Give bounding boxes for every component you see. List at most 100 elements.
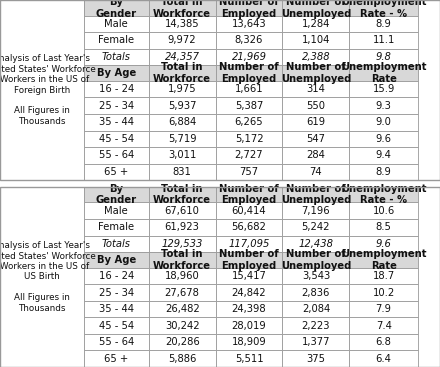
Text: 24,357: 24,357 [165, 52, 200, 62]
Text: 10.6: 10.6 [373, 206, 395, 216]
Bar [149, 164, 216, 180]
Bar [84, 350, 149, 367]
Text: 14,385: 14,385 [165, 19, 199, 29]
Text: By
Gender: By Gender [95, 0, 137, 19]
Text: 5,511: 5,511 [235, 354, 264, 364]
Text: 28,019: 28,019 [232, 321, 266, 331]
Text: 1,104: 1,104 [302, 36, 330, 46]
Bar [84, 252, 149, 268]
Bar [216, 16, 282, 32]
Text: 56,682: 56,682 [231, 222, 267, 232]
Bar [84, 147, 149, 164]
Text: By
Gender: By Gender [95, 184, 137, 206]
Text: Female: Female [98, 36, 134, 46]
Text: 5,172: 5,172 [235, 134, 264, 144]
Bar [282, 219, 349, 236]
Bar [349, 81, 418, 98]
Bar [0, 187, 440, 367]
Bar [84, 317, 149, 334]
Text: 13,643: 13,643 [232, 19, 266, 29]
Bar [349, 301, 418, 317]
Bar [282, 114, 349, 131]
Bar [282, 16, 349, 32]
Bar [282, 65, 349, 81]
Bar [216, 252, 282, 268]
Bar [84, 236, 149, 252]
Text: 9.6: 9.6 [376, 239, 392, 249]
Text: 60,414: 60,414 [232, 206, 266, 216]
Text: 45 - 54: 45 - 54 [99, 321, 134, 331]
Bar [349, 219, 418, 236]
Text: 27,678: 27,678 [165, 288, 200, 298]
Bar [349, 317, 418, 334]
Bar [216, 236, 282, 252]
Bar [84, 49, 149, 65]
Text: Unemployment
Rate - %: Unemployment Rate - % [341, 0, 426, 19]
Text: 16 - 24: 16 - 24 [99, 84, 134, 94]
Bar [149, 32, 216, 49]
Text: 619: 619 [306, 117, 326, 127]
Text: Number of
Unemployed: Number of Unemployed [281, 0, 351, 19]
Bar [282, 187, 349, 203]
Text: 8.5: 8.5 [376, 222, 392, 232]
Bar [216, 219, 282, 236]
Text: 757: 757 [239, 167, 259, 177]
Text: 1,975: 1,975 [168, 84, 197, 94]
Text: Number of
Unemployed: Number of Unemployed [281, 184, 351, 206]
Text: Unemployment
Rate: Unemployment Rate [341, 249, 426, 271]
Bar [149, 268, 216, 284]
Text: 6,265: 6,265 [235, 117, 264, 127]
Text: 314: 314 [307, 84, 325, 94]
Bar [84, 81, 149, 98]
Text: By Age: By Age [96, 68, 136, 78]
Bar [84, 187, 149, 203]
Bar [216, 65, 282, 81]
Text: Total in
Workforce: Total in Workforce [153, 62, 211, 84]
Bar [216, 187, 282, 203]
Text: Number of
Employed: Number of Employed [219, 62, 279, 84]
Text: 25 - 34: 25 - 34 [99, 288, 134, 298]
Text: 18,960: 18,960 [165, 271, 199, 281]
Text: Totals: Totals [102, 239, 131, 249]
Text: 67,610: 67,610 [165, 206, 200, 216]
Text: 1,661: 1,661 [235, 84, 264, 94]
Text: Totals: Totals [102, 52, 131, 62]
Text: 15.9: 15.9 [373, 84, 395, 94]
Bar [84, 164, 149, 180]
Bar [349, 98, 418, 114]
Bar [149, 301, 216, 317]
Bar [282, 350, 349, 367]
Bar [216, 147, 282, 164]
Text: 74: 74 [310, 167, 322, 177]
Bar [84, 0, 149, 16]
Bar [216, 32, 282, 49]
Bar [282, 252, 349, 268]
Text: 6.8: 6.8 [376, 337, 392, 347]
Bar [282, 147, 349, 164]
Bar [282, 131, 349, 147]
Text: Unemployment
Rate - %: Unemployment Rate - % [341, 184, 426, 206]
Bar [349, 16, 418, 32]
Bar [149, 284, 216, 301]
Text: Number of
Unemployed: Number of Unemployed [281, 249, 351, 271]
Bar [282, 203, 349, 219]
Bar [282, 236, 349, 252]
Bar [349, 236, 418, 252]
Text: Number of
Unemployed: Number of Unemployed [281, 62, 351, 84]
Bar [216, 164, 282, 180]
Bar [282, 301, 349, 317]
Bar [84, 203, 149, 219]
Text: 9.8: 9.8 [376, 52, 392, 62]
Text: 5,886: 5,886 [168, 354, 196, 364]
Bar [84, 65, 149, 81]
Bar [282, 317, 349, 334]
Bar [84, 219, 149, 236]
Text: 8.9: 8.9 [376, 19, 392, 29]
Text: 1,284: 1,284 [302, 19, 330, 29]
Bar [349, 49, 418, 65]
Text: 15,417: 15,417 [231, 271, 267, 281]
Text: 3,543: 3,543 [302, 271, 330, 281]
Text: 7,196: 7,196 [301, 206, 330, 216]
Text: 65 +: 65 + [104, 354, 128, 364]
Text: 65 +: 65 + [104, 167, 128, 177]
